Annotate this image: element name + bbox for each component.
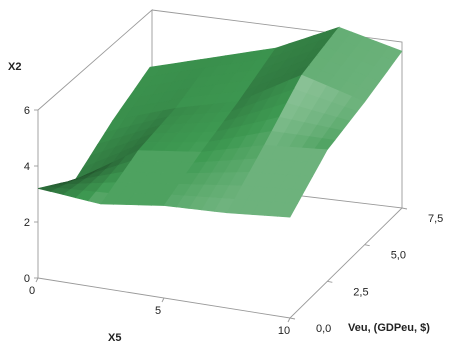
y-tick-label: 0,0 xyxy=(316,323,331,335)
y-tick-label: 2,5 xyxy=(353,286,368,298)
x-tick-mark xyxy=(35,277,39,283)
x-tick-label: 0 xyxy=(29,285,35,297)
y-tick-mark xyxy=(401,207,408,210)
z-axis-label: X2 xyxy=(8,61,21,73)
surface-patch xyxy=(276,202,298,218)
y-tick-mark xyxy=(364,244,370,247)
tick-labels: 0 2 4 6 0 5 10 0,0 2,5 5,0 7,5 xyxy=(24,105,443,337)
y-tick-mark xyxy=(289,317,296,320)
y-axis-label: Veu, (GDPeu, $) xyxy=(348,322,430,334)
x-axis-label: X5 xyxy=(108,332,121,344)
floor-frame xyxy=(37,207,403,319)
x-tick-label: 10 xyxy=(278,325,290,337)
x-tick-mark xyxy=(161,297,165,303)
z-tick-label: 2 xyxy=(24,217,30,229)
z-tick-label: 0 xyxy=(24,273,30,285)
y-tick-mark xyxy=(327,280,333,283)
x-tick-mark xyxy=(287,317,291,323)
x-tick-label: 5 xyxy=(155,305,161,317)
z-tick-label: 6 xyxy=(24,105,30,117)
y-tick-label: 7,5 xyxy=(428,213,443,225)
z-tick-label: 4 xyxy=(24,161,30,173)
y-tick-label: 5,0 xyxy=(391,250,406,262)
surface-mesh xyxy=(37,26,403,218)
